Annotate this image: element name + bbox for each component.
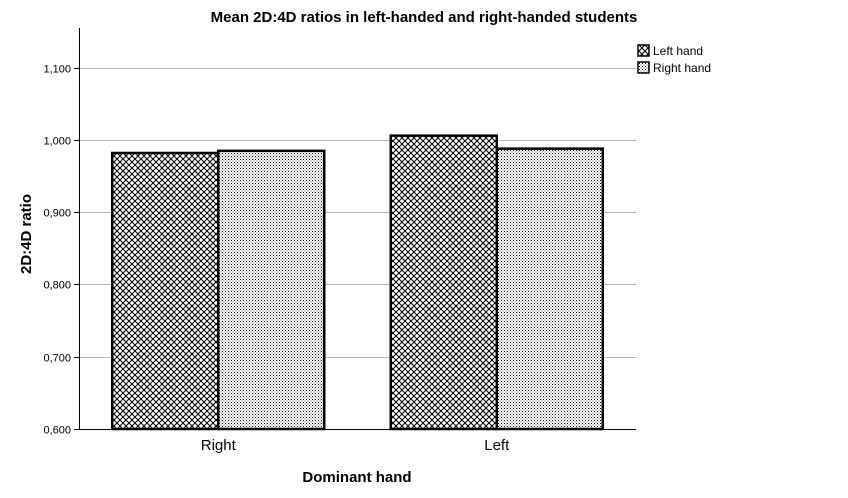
y-axis-label: 2D:4D ratio [18, 194, 35, 274]
y-tick-label: 0,700 [43, 353, 71, 365]
x-tick-label: Right [201, 437, 237, 454]
x-axis-ticks: Right Left [201, 437, 510, 454]
y-tick-label: 0,600 [43, 425, 71, 437]
legend: Left hand Right hand [637, 44, 711, 75]
y-tick-label: 0,800 [43, 280, 71, 292]
x-axis-label: Dominant hand [302, 469, 411, 486]
bar-left-left-hand [389, 134, 498, 431]
bars [111, 134, 604, 431]
y-tick-label: 1,100 [43, 64, 71, 76]
axes [79, 28, 636, 430]
y-axis-ticks: 0,600 0,700 0,800 0,900 1,000 1,100 [43, 64, 79, 437]
y-tick-label: 1,000 [43, 136, 71, 148]
x-tick-label: Left [484, 437, 510, 454]
bar-right-left-hand [111, 151, 220, 431]
chart-title: Mean 2D:4D ratios in left-handed and rig… [211, 9, 638, 26]
bar-left-right-hand [495, 147, 604, 431]
legend-swatch-right-hand [637, 61, 650, 74]
bar-right-right-hand [217, 149, 326, 431]
legend-label: Left hand [653, 44, 703, 58]
y-tick-label: 0,900 [43, 208, 71, 220]
legend-swatch-left-hand [637, 44, 650, 57]
legend-label: Right hand [653, 61, 711, 75]
